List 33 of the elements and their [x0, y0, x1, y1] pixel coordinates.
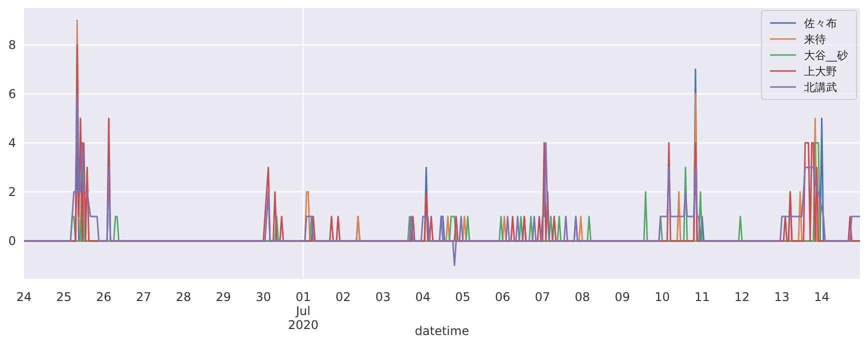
x-tick-label: 14 — [814, 290, 830, 304]
legend-label: 来待 — [804, 32, 826, 46]
x-tick-label: 06 — [495, 290, 510, 304]
x-tick-label: 01 Jul 2020 — [288, 290, 318, 332]
x-tick-label: 09 — [614, 290, 630, 304]
x-tick-label: 08 — [574, 290, 590, 304]
y-tick-label: 8 — [8, 38, 16, 52]
legend-label: 上大野 — [804, 64, 837, 78]
x-tick-label: 30 — [256, 290, 271, 304]
x-tick-label: 12 — [734, 290, 750, 304]
x-tick-label: 04 — [415, 290, 431, 304]
x-tick-label: 28 — [176, 290, 192, 304]
y-tick-label: 2 — [8, 185, 16, 200]
line-series — [24, 93, 860, 266]
x-tick-label: 27 — [136, 290, 152, 304]
x-tick-label: 03 — [375, 290, 391, 304]
x-tick-label: 05 — [455, 290, 470, 304]
x-tick-label: 07 — [534, 290, 550, 304]
legend-label: 大谷__砂 — [804, 48, 848, 62]
x-tick-label: 26 — [96, 290, 112, 304]
x-tick-label: 24 — [16, 290, 32, 304]
y-tick-label: 6 — [8, 87, 16, 102]
x-tick-label: 10 — [654, 290, 670, 304]
x-tick-label: 13 — [774, 290, 790, 304]
y-tick-label: 0 — [8, 234, 16, 248]
x-tick-label: 25 — [56, 290, 72, 304]
x-tick-label: 11 — [694, 290, 710, 304]
x-tick-label: 29 — [216, 290, 232, 304]
x-tick-label: 02 — [335, 290, 351, 304]
y-tick-label: 4 — [8, 136, 16, 150]
legend-label: 佐々布 — [804, 16, 837, 30]
x-axis-title: datetime — [414, 324, 470, 338]
legend-label: 北講武 — [804, 80, 837, 94]
